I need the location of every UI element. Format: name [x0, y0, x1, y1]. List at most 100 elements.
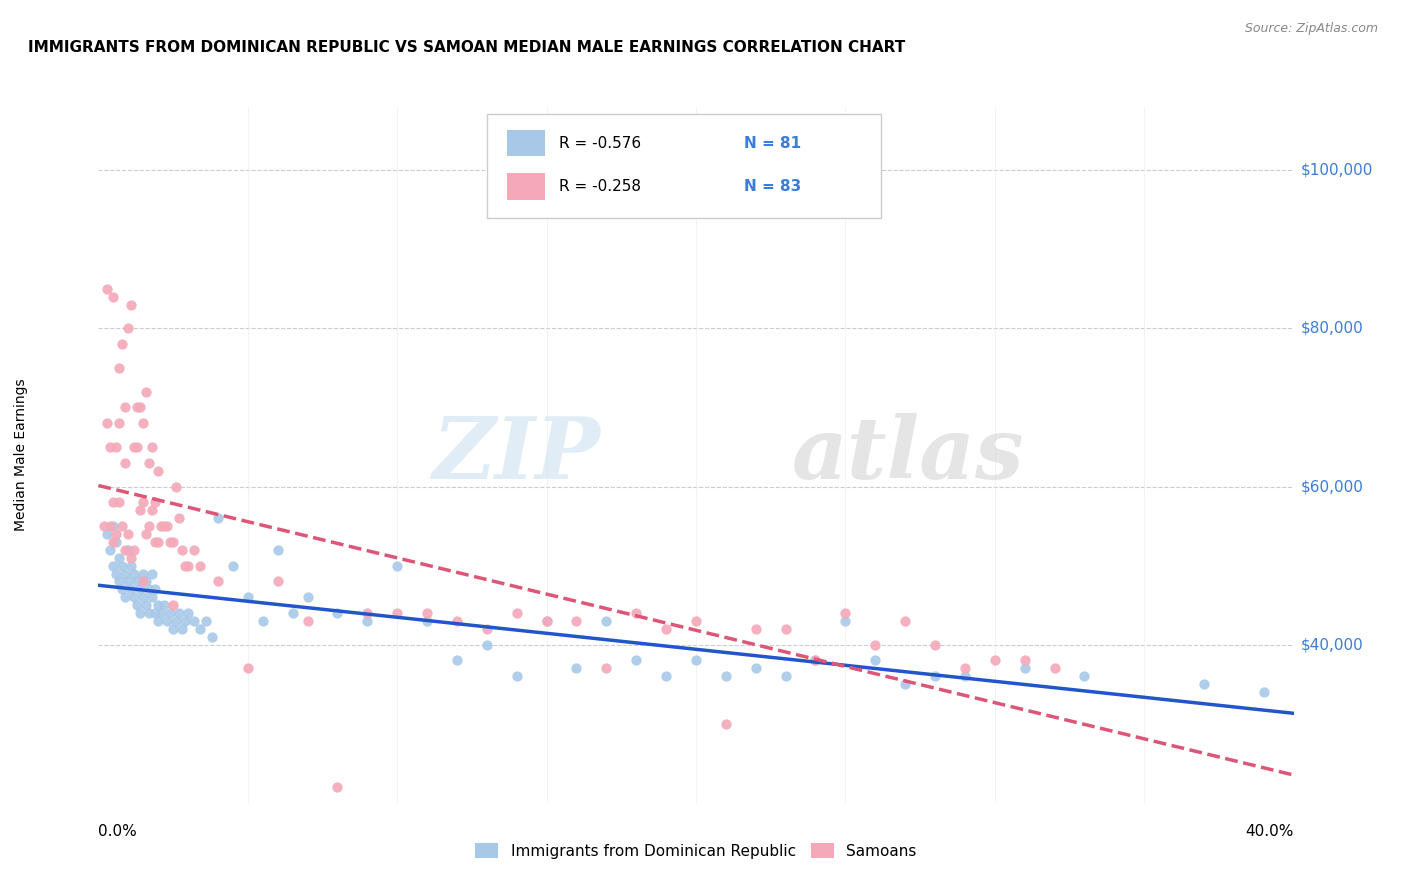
Point: [177, 606, 200, 620]
Point: [775, 669, 797, 683]
Point: [127, 401, 149, 415]
Point: [117, 574, 139, 589]
Point: [96, 527, 118, 541]
Point: [162, 598, 184, 612]
Point: [326, 606, 349, 620]
Point: [93, 519, 115, 533]
Point: [105, 527, 128, 541]
Point: [536, 614, 558, 628]
Point: [141, 440, 163, 454]
Point: [105, 440, 128, 454]
Point: [127, 598, 149, 612]
Point: [1014, 661, 1036, 675]
Point: [150, 519, 173, 533]
Point: [138, 519, 160, 533]
Point: [98, 542, 122, 557]
Point: [143, 582, 166, 597]
Point: [297, 614, 319, 628]
Text: Source: ZipAtlas.com: Source: ZipAtlas.com: [1244, 22, 1378, 36]
Point: [108, 417, 131, 431]
Text: ZIP: ZIP: [433, 413, 600, 497]
Point: [138, 456, 160, 470]
Point: [103, 495, 125, 509]
Text: atlas: atlas: [792, 413, 1024, 497]
Point: [129, 503, 152, 517]
Point: [159, 535, 181, 549]
Point: [506, 669, 529, 683]
Point: [222, 558, 245, 573]
Text: R = -0.258: R = -0.258: [558, 179, 641, 194]
Point: [385, 606, 409, 620]
Point: [141, 591, 163, 605]
Point: [834, 614, 856, 628]
Point: [714, 716, 737, 731]
Point: [114, 456, 136, 470]
Point: [267, 542, 290, 557]
Point: [117, 527, 139, 541]
Point: [153, 519, 176, 533]
Point: [135, 527, 157, 541]
Point: [174, 558, 197, 573]
Bar: [508, 173, 546, 200]
Point: [1014, 653, 1036, 667]
Text: N = 81: N = 81: [744, 136, 801, 151]
Point: [111, 558, 134, 573]
Point: [148, 535, 170, 549]
Point: [135, 598, 157, 612]
Point: [834, 606, 856, 620]
Text: R = -0.576: R = -0.576: [558, 136, 641, 151]
Point: [924, 669, 946, 683]
Text: $100,000: $100,000: [1301, 163, 1372, 178]
Point: [129, 582, 152, 597]
Point: [297, 591, 319, 605]
Point: [129, 606, 152, 620]
Point: [111, 337, 134, 351]
Point: [108, 550, 131, 565]
Point: [165, 479, 187, 493]
Point: [953, 669, 976, 683]
Point: [745, 661, 768, 675]
Point: [129, 401, 152, 415]
Point: [120, 558, 142, 573]
Point: [153, 598, 176, 612]
Point: [124, 566, 146, 581]
Text: Median Male Earnings: Median Male Earnings: [14, 378, 28, 532]
Point: [132, 495, 155, 509]
Point: [172, 622, 194, 636]
Text: IMMIGRANTS FROM DOMINICAN REPUBLIC VS SAMOAN MEDIAN MALE EARNINGS CORRELATION CH: IMMIGRANTS FROM DOMINICAN REPUBLIC VS SA…: [28, 40, 905, 55]
Point: [714, 669, 737, 683]
Point: [894, 677, 917, 691]
Point: [252, 614, 274, 628]
Point: [156, 614, 179, 628]
Point: [108, 574, 131, 589]
Point: [167, 606, 190, 620]
Point: [135, 574, 157, 589]
Point: [1192, 677, 1215, 691]
Point: [356, 606, 378, 620]
Point: [162, 622, 184, 636]
Point: [167, 511, 190, 525]
Point: [685, 614, 707, 628]
Point: [114, 591, 136, 605]
Point: [120, 582, 142, 597]
Point: [132, 566, 155, 581]
Point: [117, 321, 139, 335]
Point: [162, 535, 184, 549]
Point: [150, 606, 173, 620]
Point: [141, 566, 163, 581]
Point: [685, 653, 707, 667]
Point: [804, 653, 827, 667]
Point: [188, 558, 211, 573]
Point: [655, 622, 678, 636]
Point: [565, 614, 588, 628]
Point: [148, 464, 170, 478]
Point: [132, 417, 155, 431]
Point: [120, 298, 142, 312]
Text: $40,000: $40,000: [1301, 637, 1364, 652]
Point: [103, 558, 125, 573]
Legend: Immigrants from Dominican Republic, Samoans: Immigrants from Dominican Republic, Samo…: [470, 837, 922, 864]
Point: [183, 614, 205, 628]
Point: [207, 574, 229, 589]
Bar: [508, 130, 546, 156]
Point: [595, 661, 617, 675]
